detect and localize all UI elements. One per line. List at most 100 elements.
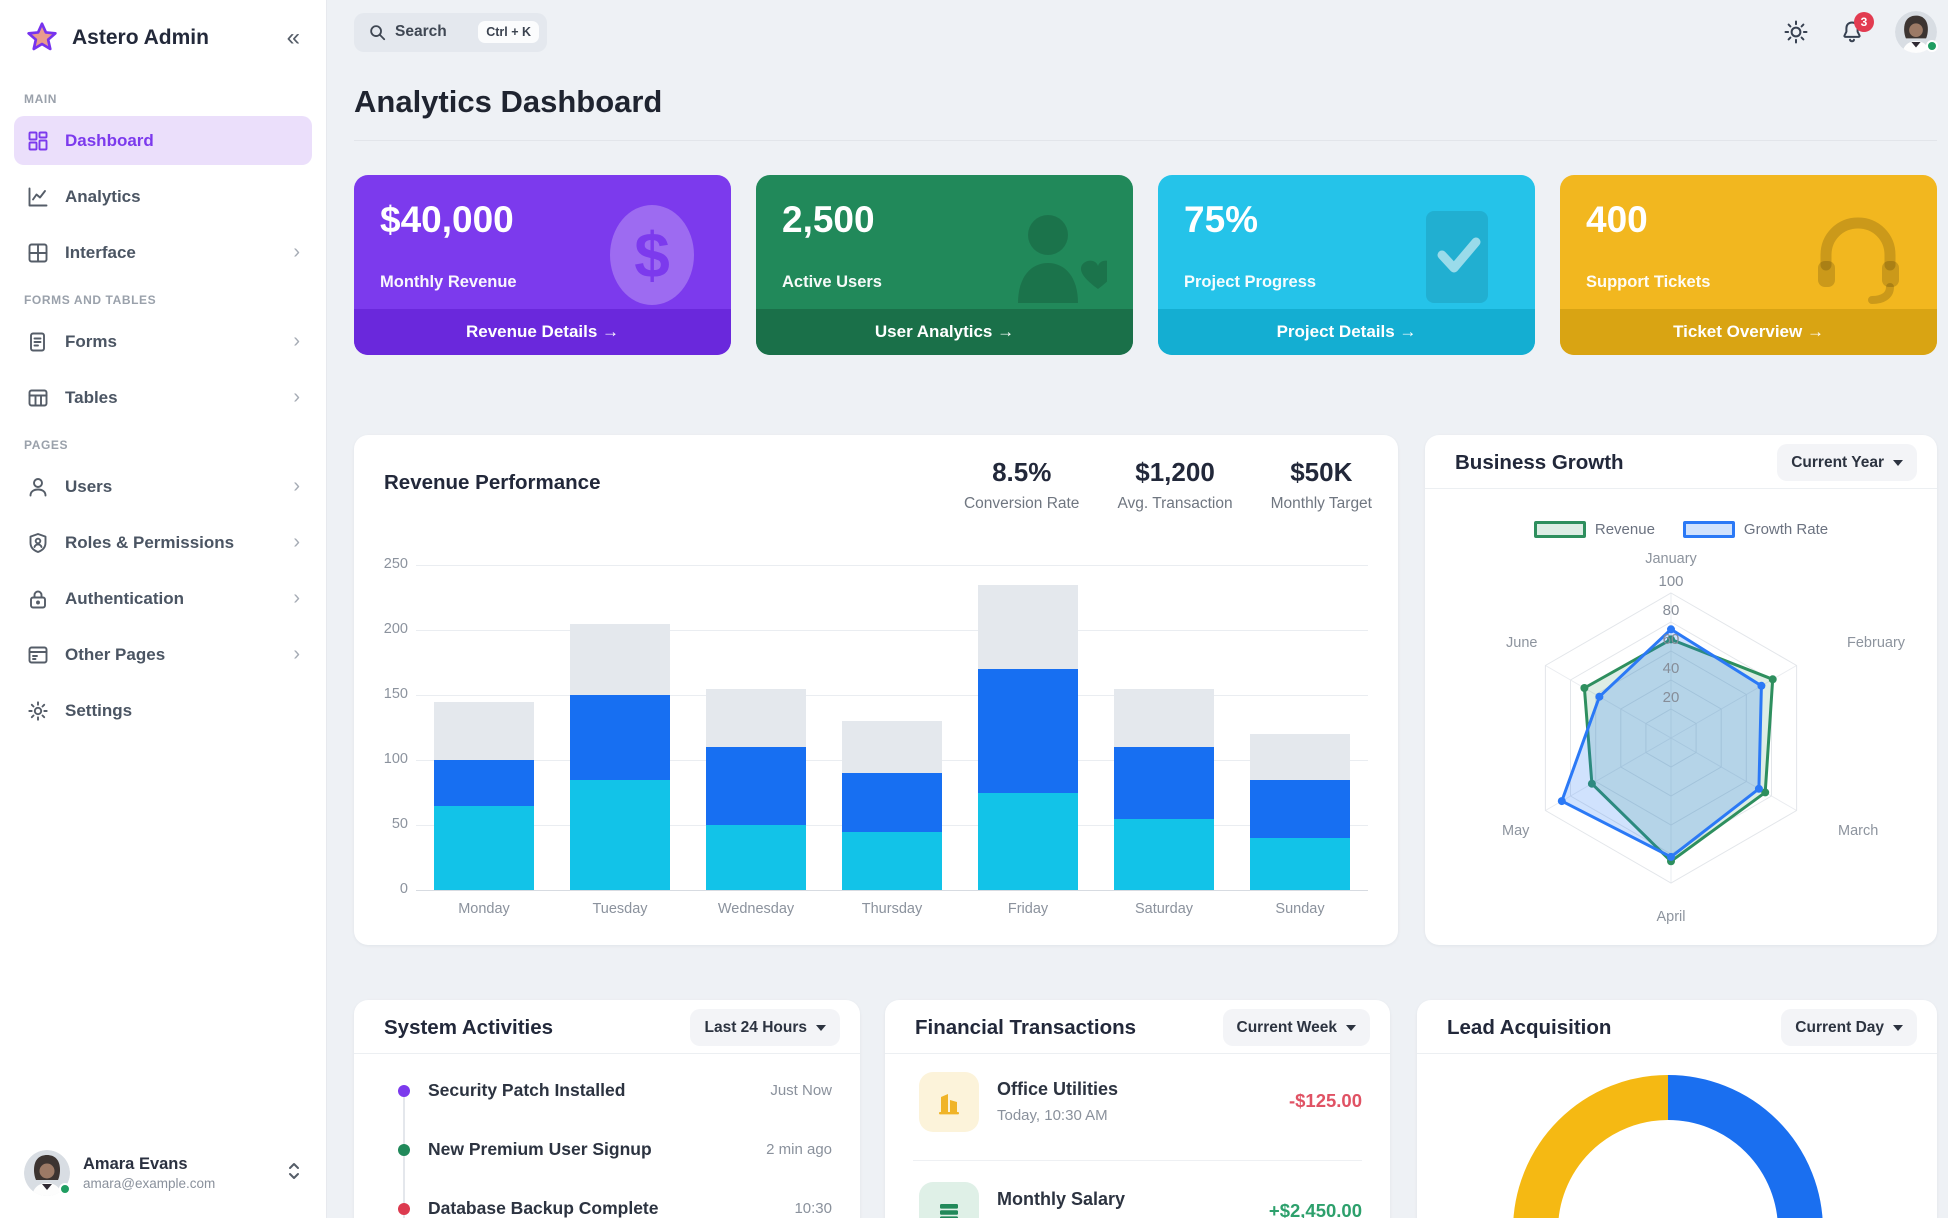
x-axis-label: Friday [1007, 901, 1049, 917]
stat-card-label: Monthly Revenue [380, 273, 517, 291]
sidebar-item-dashboard[interactable]: Dashboard [14, 116, 312, 165]
y-axis-tick: 150 [383, 686, 408, 702]
topbar-avatar[interactable] [1895, 11, 1938, 53]
radar-legend: Revenue Growth Rate [1425, 521, 1937, 538]
x-axis-label: Wednesday [717, 901, 795, 917]
svg-text:40: 40 [1663, 660, 1680, 677]
stat-card-project-progress[interactable]: 75% Project Progress Project Details → [1158, 175, 1535, 355]
activity-time: Just Now [770, 1082, 832, 1099]
chevron-right-icon: › [293, 330, 300, 352]
transaction-item[interactable]: Monthly Salary +$2,450.00 [885, 1182, 1390, 1218]
tables-icon [26, 386, 50, 410]
activities-filter-dropdown[interactable]: Last 24 Hours [690, 1009, 840, 1046]
svg-text:100: 100 [1658, 573, 1683, 590]
gridline [416, 630, 1368, 631]
sidebar-section-label: PAGES [24, 438, 69, 452]
stat-card-action-button[interactable]: Revenue Details → [354, 309, 731, 355]
chevron-right-icon: › [293, 475, 300, 497]
chevron-updown-icon[interactable] [286, 1161, 302, 1186]
transaction-name: Monthly Salary [997, 1189, 1126, 1209]
chevron-down-icon [1893, 1024, 1903, 1031]
transaction-amount: +$2,450.00 [1268, 1200, 1362, 1218]
timeline-connector [403, 1096, 405, 1218]
analytics-icon [26, 185, 50, 209]
notifications-bell-icon[interactable]: 3 [1839, 12, 1874, 45]
search-input[interactable]: Search Ctrl + K [354, 12, 547, 52]
bar-segment [706, 747, 806, 825]
activity-title: Database Backup Complete [428, 1198, 659, 1218]
bar-segment [1250, 779, 1350, 838]
transaction-name: Office Utilities [997, 1079, 1119, 1099]
business-growth-panel: Business Growth Current Year Revenue Grow… [1425, 435, 1937, 945]
legend-item: Revenue [1533, 521, 1655, 538]
system-activities-panel: System Activities Last 24 Hours Security… [354, 1000, 860, 1218]
gridline [416, 890, 1368, 891]
growth-filter-label: Current Year [1791, 453, 1884, 471]
transactions-filter-dropdown[interactable]: Current Week [1222, 1009, 1370, 1046]
chevron-right-icon: › [293, 587, 300, 609]
stat-card-action-button[interactable]: User Analytics → [756, 309, 1133, 355]
transaction-time: Today, 10:30 AM [997, 1107, 1108, 1124]
x-axis-label: Monday [458, 901, 510, 917]
sidebar-item-tables[interactable]: Tables › [14, 373, 312, 422]
headset-icon [1806, 203, 1911, 308]
transaction-amount: -$125.00 [1288, 1090, 1362, 1111]
online-status-dot [59, 1183, 71, 1195]
sidebar-item-settings[interactable]: Settings [14, 686, 312, 735]
revenue-kpis: 8.5% Conversion Rate $1,200 Avg. Transactio… [964, 457, 1372, 513]
leads-filter-dropdown[interactable]: Current Day [1781, 1009, 1917, 1046]
legend-swatch [1682, 521, 1735, 538]
sidebar-item-authentication[interactable]: Authentication › [14, 574, 312, 623]
user-heart-icon [1002, 203, 1107, 308]
main-content: Search Ctrl + K 3 Analytics Dashboard $4… [327, 0, 1948, 1218]
activities-filter-label: Last 24 Hours [704, 1018, 807, 1036]
kpi-label: Avg. Transaction [1117, 495, 1233, 512]
stat-card-label: Support Tickets [1586, 273, 1711, 291]
bar-segment [842, 831, 942, 890]
svg-text:60: 60 [1663, 631, 1680, 648]
kpi-value: 8.5% [992, 457, 1052, 487]
bar-segment [842, 773, 942, 832]
stat-card-action-button[interactable]: Ticket Overview → [1560, 309, 1937, 355]
x-axis-label: Saturday [1134, 901, 1194, 917]
online-status-dot [1926, 40, 1938, 52]
bar-segment [434, 760, 534, 806]
sidebar-item-users[interactable]: Users › [14, 462, 312, 511]
stat-card-action-button[interactable]: Project Details → [1158, 309, 1535, 355]
growth-filter-dropdown[interactable]: Current Year [1777, 444, 1917, 481]
stat-card-monthly-revenue[interactable]: $40,000 Monthly Revenue $ Revenue Details → [354, 175, 731, 355]
sidebar-item-other-pages[interactable]: Other Pages › [14, 630, 312, 679]
chevron-right-icon: › [293, 643, 300, 665]
sidebar-item-label: Analytics [65, 186, 141, 206]
transaction-item[interactable]: Office Utilities Today, 10:30 AM -$125.00 [885, 1072, 1390, 1142]
activity-dot [398, 1085, 410, 1097]
bar-segment [1114, 747, 1214, 819]
revenue-kpi: $1,200 Avg. Transaction [1117, 457, 1232, 513]
x-axis-label: Thursday [861, 901, 923, 917]
sidebar-collapse-icon[interactable]: « [286, 24, 300, 51]
revenue-kpi: 8.5% Conversion Rate [964, 457, 1079, 513]
stat-card-active-users[interactable]: 2,500 Active Users User Analytics → [756, 175, 1133, 355]
sidebar-item-roles-permissions[interactable]: Roles & Permissions › [14, 518, 312, 567]
svg-text:80: 80 [1663, 602, 1680, 619]
chevron-down-icon [1346, 1024, 1356, 1031]
svg-text:May: May [1502, 823, 1530, 839]
sidebar-item-analytics[interactable]: Analytics [14, 172, 312, 221]
pages-icon [26, 643, 50, 667]
sidebar-item-forms[interactable]: Forms › [14, 317, 312, 366]
sidebar-item-interface[interactable]: Interface › [14, 228, 312, 277]
theme-toggle-sun-icon[interactable] [1783, 19, 1809, 45]
kpi-label: Monthly Target [1270, 495, 1372, 512]
activity-item[interactable]: Security Patch Installed Just Now [354, 1076, 860, 1106]
bar-segment [1250, 734, 1350, 780]
activity-item[interactable]: Database Backup Complete 10:30 [354, 1194, 860, 1218]
stat-card-label: Project Progress [1184, 273, 1317, 291]
sidebar-item-label: Other Pages [65, 644, 166, 664]
title-divider [354, 140, 1937, 141]
bar-segment [1114, 818, 1214, 890]
svg-text:January: January [1645, 551, 1697, 567]
activity-item[interactable]: New Premium User Signup 2 min ago [354, 1135, 860, 1165]
stat-card-support-tickets[interactable]: 400 Support Tickets Ticket Overview → [1560, 175, 1937, 355]
revenue-performance-panel: Revenue Performance 8.5% Conversion Rate $… [354, 435, 1398, 945]
sidebar-user-card[interactable]: Amara Evans amara@example.com [14, 1142, 312, 1204]
